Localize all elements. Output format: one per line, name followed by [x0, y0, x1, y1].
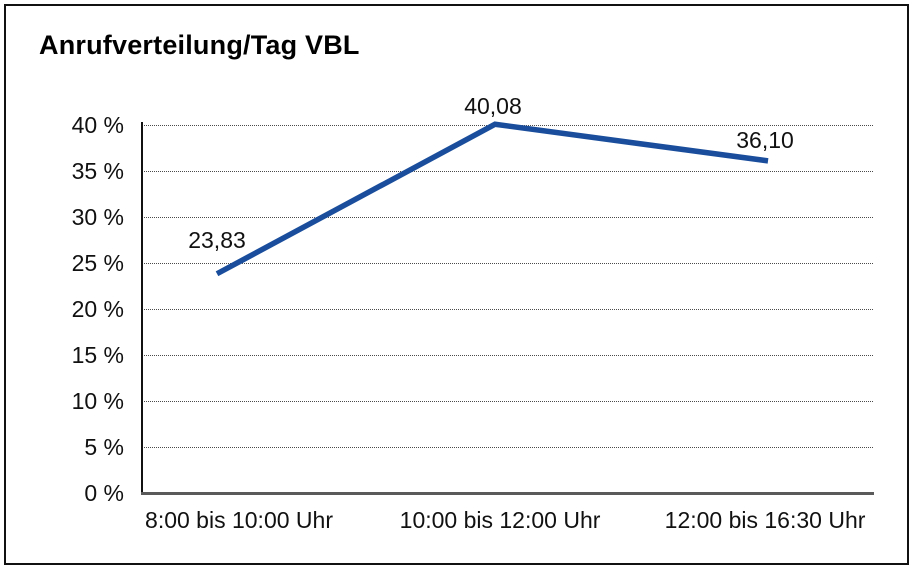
- gridline: [142, 400, 873, 402]
- gridline: [142, 308, 873, 310]
- gridline: [142, 170, 873, 172]
- gridline: [142, 216, 873, 218]
- y-axis-line: [141, 122, 143, 495]
- y-axis-tick-label: 10 %: [71, 388, 124, 414]
- gridline: [142, 446, 873, 448]
- x-axis-tick-label: 10:00 bis 12:00 Uhr: [399, 507, 601, 533]
- gridline: [142, 262, 873, 264]
- y-axis-tick-label: 15 %: [71, 342, 124, 368]
- y-axis-tick-label: 35 %: [71, 158, 124, 184]
- data-label: 40,08: [464, 93, 522, 120]
- y-axis-tick-label: 40 %: [71, 112, 124, 138]
- gridline: [142, 354, 873, 356]
- y-axis-tick-label: 30 %: [71, 204, 124, 230]
- x-axis-line: [141, 492, 874, 495]
- y-axis-tick-label: 25 %: [71, 250, 124, 276]
- chart-border: [4, 4, 909, 565]
- y-axis-tick-label: 5 %: [84, 434, 124, 460]
- data-label: 36,10: [736, 126, 794, 153]
- data-label: 23,83: [188, 226, 246, 253]
- series-line: [215, 121, 769, 277]
- x-axis-tick-label: 8:00 bis 10:00 Uhr: [145, 507, 333, 533]
- y-axis-tick-label: 0 %: [84, 480, 124, 506]
- x-axis-tick-label: 12:00 bis 16:30 Uhr: [664, 507, 866, 533]
- y-axis-tick-label: 20 %: [71, 296, 124, 322]
- series-line-layer: [215, 121, 769, 277]
- chart-title: Anrufverteilung/Tag VBL: [39, 30, 360, 60]
